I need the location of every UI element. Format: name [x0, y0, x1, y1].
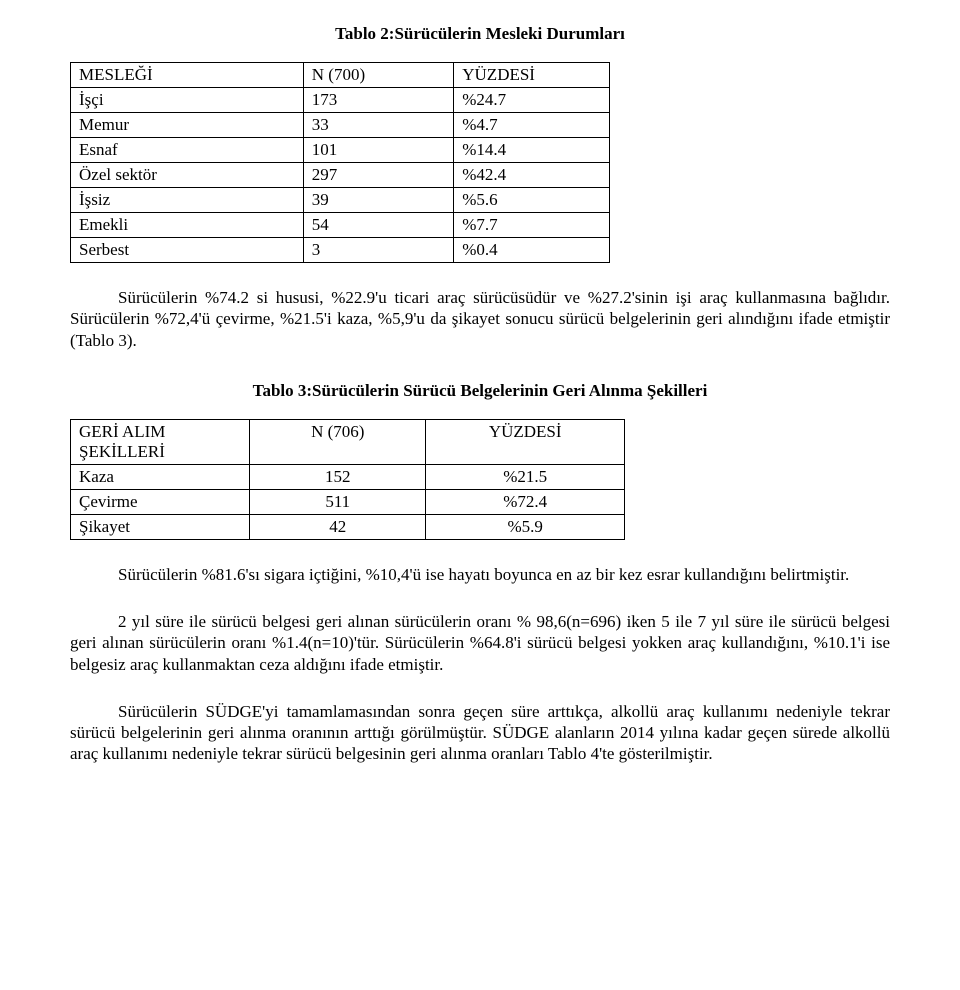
- table3-title: Tablo 3:Sürücülerin Sürücü Belgelerinin …: [70, 381, 890, 401]
- cell: %4.7: [454, 113, 610, 138]
- table2: MESLEĞİ N (700) YÜZDESİ İşçi 173 %24.7 M…: [70, 62, 610, 263]
- table2-col-1: N (700): [303, 63, 454, 88]
- table3-col-2: YÜZDESİ: [426, 419, 625, 464]
- table3-col-0: GERİ ALIM ŞEKİLLERİ: [71, 419, 250, 464]
- cell: İşçi: [71, 88, 304, 113]
- table-row: Memur 33 %4.7: [71, 113, 610, 138]
- cell: 101: [303, 138, 454, 163]
- table-row: Çevirme 511 %72.4: [71, 489, 625, 514]
- cell: 297: [303, 163, 454, 188]
- cell: Kaza: [71, 464, 250, 489]
- cell: %7.7: [454, 213, 610, 238]
- table-row: İşçi 173 %24.7: [71, 88, 610, 113]
- table-row: Özel sektör 297 %42.4: [71, 163, 610, 188]
- cell: %5.9: [426, 514, 625, 539]
- table-header-row: MESLEĞİ N (700) YÜZDESİ: [71, 63, 610, 88]
- table-header-row: GERİ ALIM ŞEKİLLERİ N (706) YÜZDESİ: [71, 419, 625, 464]
- paragraph-2: Sürücülerin %81.6'sı sigara içtiğini, %1…: [70, 564, 890, 585]
- table2-title: Tablo 2:Sürücülerin Mesleki Durumları: [70, 24, 890, 44]
- cell: Şikayet: [71, 514, 250, 539]
- table-row: İşsiz 39 %5.6: [71, 188, 610, 213]
- cell: 173: [303, 88, 454, 113]
- cell: İşsiz: [71, 188, 304, 213]
- cell: 152: [250, 464, 426, 489]
- paragraph-1: Sürücülerin %74.2 si hususi, %22.9'u tic…: [70, 287, 890, 351]
- cell: Serbest: [71, 238, 304, 263]
- cell: %0.4: [454, 238, 610, 263]
- cell: 42: [250, 514, 426, 539]
- table3-col-1: N (706): [250, 419, 426, 464]
- cell: 3: [303, 238, 454, 263]
- cell: 33: [303, 113, 454, 138]
- cell: %42.4: [454, 163, 610, 188]
- cell: %24.7: [454, 88, 610, 113]
- cell: Çevirme: [71, 489, 250, 514]
- table2-col-2: YÜZDESİ: [454, 63, 610, 88]
- table-row: Kaza 152 %21.5: [71, 464, 625, 489]
- cell: Emekli: [71, 213, 304, 238]
- cell: 39: [303, 188, 454, 213]
- cell: %5.6: [454, 188, 610, 213]
- cell: %14.4: [454, 138, 610, 163]
- cell: 54: [303, 213, 454, 238]
- paragraph-3: 2 yıl süre ile sürücü belgesi geri alına…: [70, 611, 890, 675]
- table-row: Esnaf 101 %14.4: [71, 138, 610, 163]
- paragraph-4: Sürücülerin SÜDGE'yi tamamlamasından son…: [70, 701, 890, 765]
- table-row: Emekli 54 %7.7: [71, 213, 610, 238]
- table-row: Serbest 3 %0.4: [71, 238, 610, 263]
- cell: 511: [250, 489, 426, 514]
- table-row: Şikayet 42 %5.9: [71, 514, 625, 539]
- cell: Özel sektör: [71, 163, 304, 188]
- cell: Esnaf: [71, 138, 304, 163]
- table2-col-0: MESLEĞİ: [71, 63, 304, 88]
- cell: Memur: [71, 113, 304, 138]
- document-page: Tablo 2:Sürücülerin Mesleki Durumları ME…: [0, 0, 960, 821]
- cell: %21.5: [426, 464, 625, 489]
- cell: %72.4: [426, 489, 625, 514]
- table3: GERİ ALIM ŞEKİLLERİ N (706) YÜZDESİ Kaza…: [70, 419, 625, 540]
